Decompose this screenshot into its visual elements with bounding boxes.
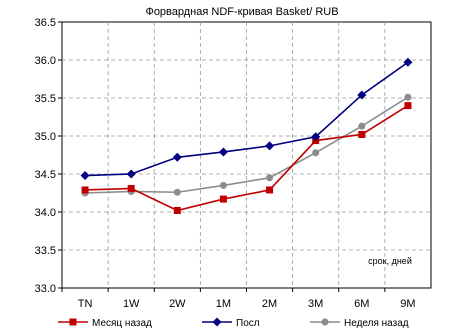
y-tick-label: 35.0: [35, 131, 56, 143]
series-3-point: [173, 188, 181, 196]
series-1-point: [81, 186, 89, 194]
series-1-point: [219, 195, 227, 203]
y-tick-label: 33.5: [35, 245, 56, 257]
series-2-point: [126, 169, 136, 179]
series-1-point: [404, 102, 412, 110]
series-3-point: [312, 149, 320, 157]
legend-marker: [69, 318, 77, 326]
series-2-line: [85, 61, 409, 177]
y-tick-label: 35.5: [35, 93, 56, 105]
legend-label: Месяц назад: [92, 318, 152, 329]
axis-annotation: срок, дней: [368, 256, 412, 266]
series-1-point: [266, 186, 274, 194]
series-layer: [80, 57, 413, 214]
x-tick-label: TN: [78, 298, 93, 310]
legend-marker: [321, 318, 329, 326]
series-1-point: [358, 130, 366, 138]
series-2-point: [311, 132, 321, 142]
y-tick-label: 36.0: [35, 55, 56, 67]
chart-title: Форвардная NDF-кривая Basket/ RUB: [145, 6, 338, 18]
series-2-point: [80, 171, 90, 181]
series-2-point: [357, 90, 367, 100]
x-tick-label: 2M: [262, 298, 277, 310]
series-1-point: [173, 206, 181, 214]
legend-marker: [212, 317, 222, 327]
legend-label: Посл: [236, 318, 260, 329]
gridlines: [62, 22, 431, 288]
series-2-point: [265, 141, 275, 151]
series-2-point: [172, 152, 182, 162]
x-axis-tick-labels: TN 1W 2W 1M 2M 3M 6M 9M: [61, 288, 416, 310]
y-tick-label: 33.0: [35, 283, 56, 295]
series-3-point: [404, 93, 412, 101]
y-tick-label: 34.0: [35, 207, 56, 219]
series-2-point: [218, 147, 228, 157]
x-tick-label: 1M: [216, 298, 231, 310]
x-tick-label: 2W: [169, 298, 186, 310]
series-1: [81, 102, 412, 214]
y-axis-tick-labels: 33.0 33.5 34.0 34.5 35.0 35.5 36.0 36.5: [35, 17, 62, 295]
y-tick-label: 36.5: [35, 17, 56, 29]
series-1-point: [127, 184, 135, 192]
legend-label: Неделя назад: [344, 318, 409, 329]
series-3-point: [219, 181, 227, 189]
x-tick-label: 6M: [354, 298, 369, 310]
series-1-line: [85, 104, 409, 212]
series-2: [80, 57, 413, 181]
x-tick-label: 1W: [123, 298, 140, 310]
x-tick-label: 9M: [400, 298, 415, 310]
series-2-point: [403, 57, 413, 67]
series-3-point: [266, 174, 274, 182]
legend: Месяц назад Посл Неделя назад: [58, 317, 409, 329]
series-3-point: [358, 122, 366, 130]
x-tick-label: 3M: [308, 298, 323, 310]
y-tick-label: 34.5: [35, 169, 56, 181]
